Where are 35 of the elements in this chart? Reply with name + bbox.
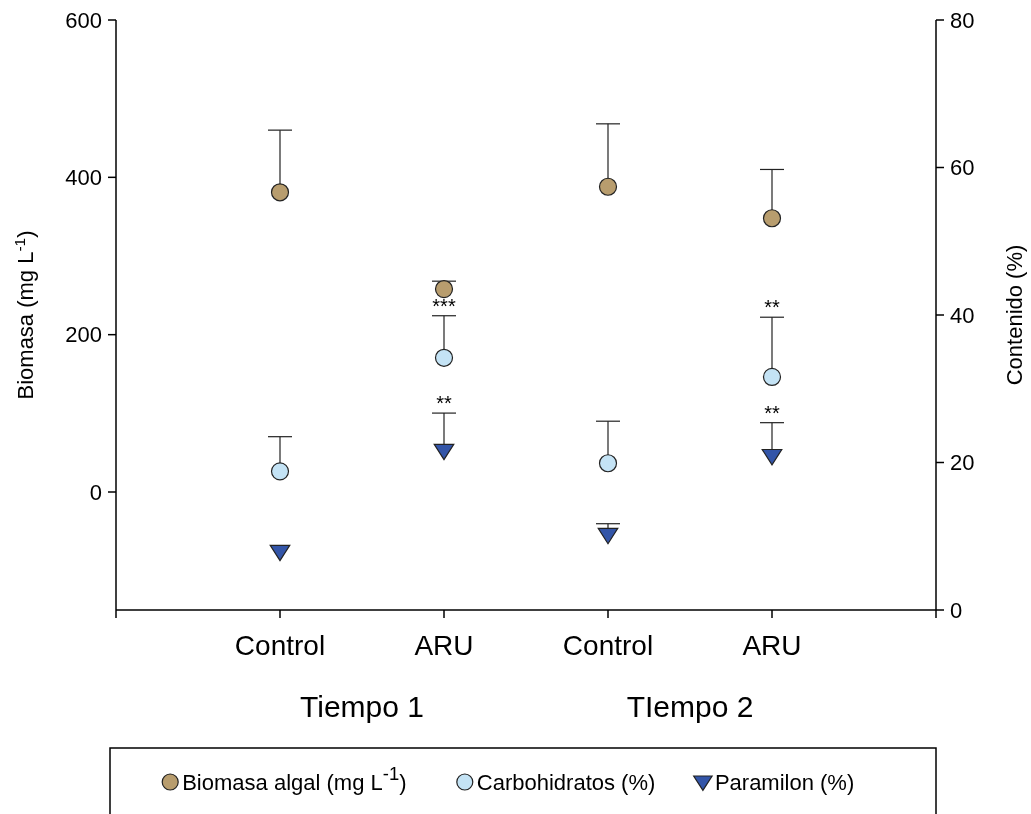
x-tick-label: Control bbox=[234, 630, 326, 661]
point bbox=[597, 527, 619, 545]
legend-label: Carbohidratos (%) bbox=[476, 770, 656, 795]
y-tick-label: 0 bbox=[89, 479, 102, 505]
point bbox=[598, 177, 618, 196]
point bbox=[269, 544, 291, 562]
legend-label: Paramilon (%) bbox=[714, 770, 855, 795]
y-tick-label: 400 bbox=[65, 165, 102, 191]
y2-axis-title: Contenido (%) bbox=[1002, 244, 1027, 386]
point bbox=[270, 183, 290, 202]
y-tick-label: 600 bbox=[65, 7, 102, 33]
point bbox=[762, 367, 782, 387]
point bbox=[434, 348, 454, 367]
x-tick-label: ARU bbox=[414, 630, 474, 661]
y2-tick-label: 40 bbox=[950, 302, 975, 328]
point bbox=[598, 454, 618, 473]
text: TIempo 2 bbox=[626, 690, 754, 723]
y2-tick-label: 80 bbox=[950, 7, 975, 33]
point bbox=[433, 443, 455, 461]
x-tick-label: ARU bbox=[742, 630, 802, 661]
x-tick-label: Control bbox=[562, 630, 654, 661]
legend-label: Biomasa algal (mg L$^{-1}$) bbox=[182, 762, 407, 795]
y2-tick-label: 0 bbox=[950, 597, 963, 623]
annotation: *** bbox=[432, 294, 456, 317]
point bbox=[270, 462, 290, 481]
point bbox=[761, 448, 783, 466]
annotation: ** bbox=[436, 392, 452, 415]
y2-tick-label: 60 bbox=[950, 155, 975, 181]
annotation: ** bbox=[764, 296, 780, 319]
y-tick-label: 200 bbox=[65, 322, 102, 348]
point bbox=[762, 209, 782, 228]
point bbox=[434, 279, 454, 299]
y2-tick-label: 20 bbox=[950, 450, 975, 476]
annotation: ** bbox=[764, 401, 780, 424]
text: Tiempo 1 bbox=[300, 690, 424, 723]
